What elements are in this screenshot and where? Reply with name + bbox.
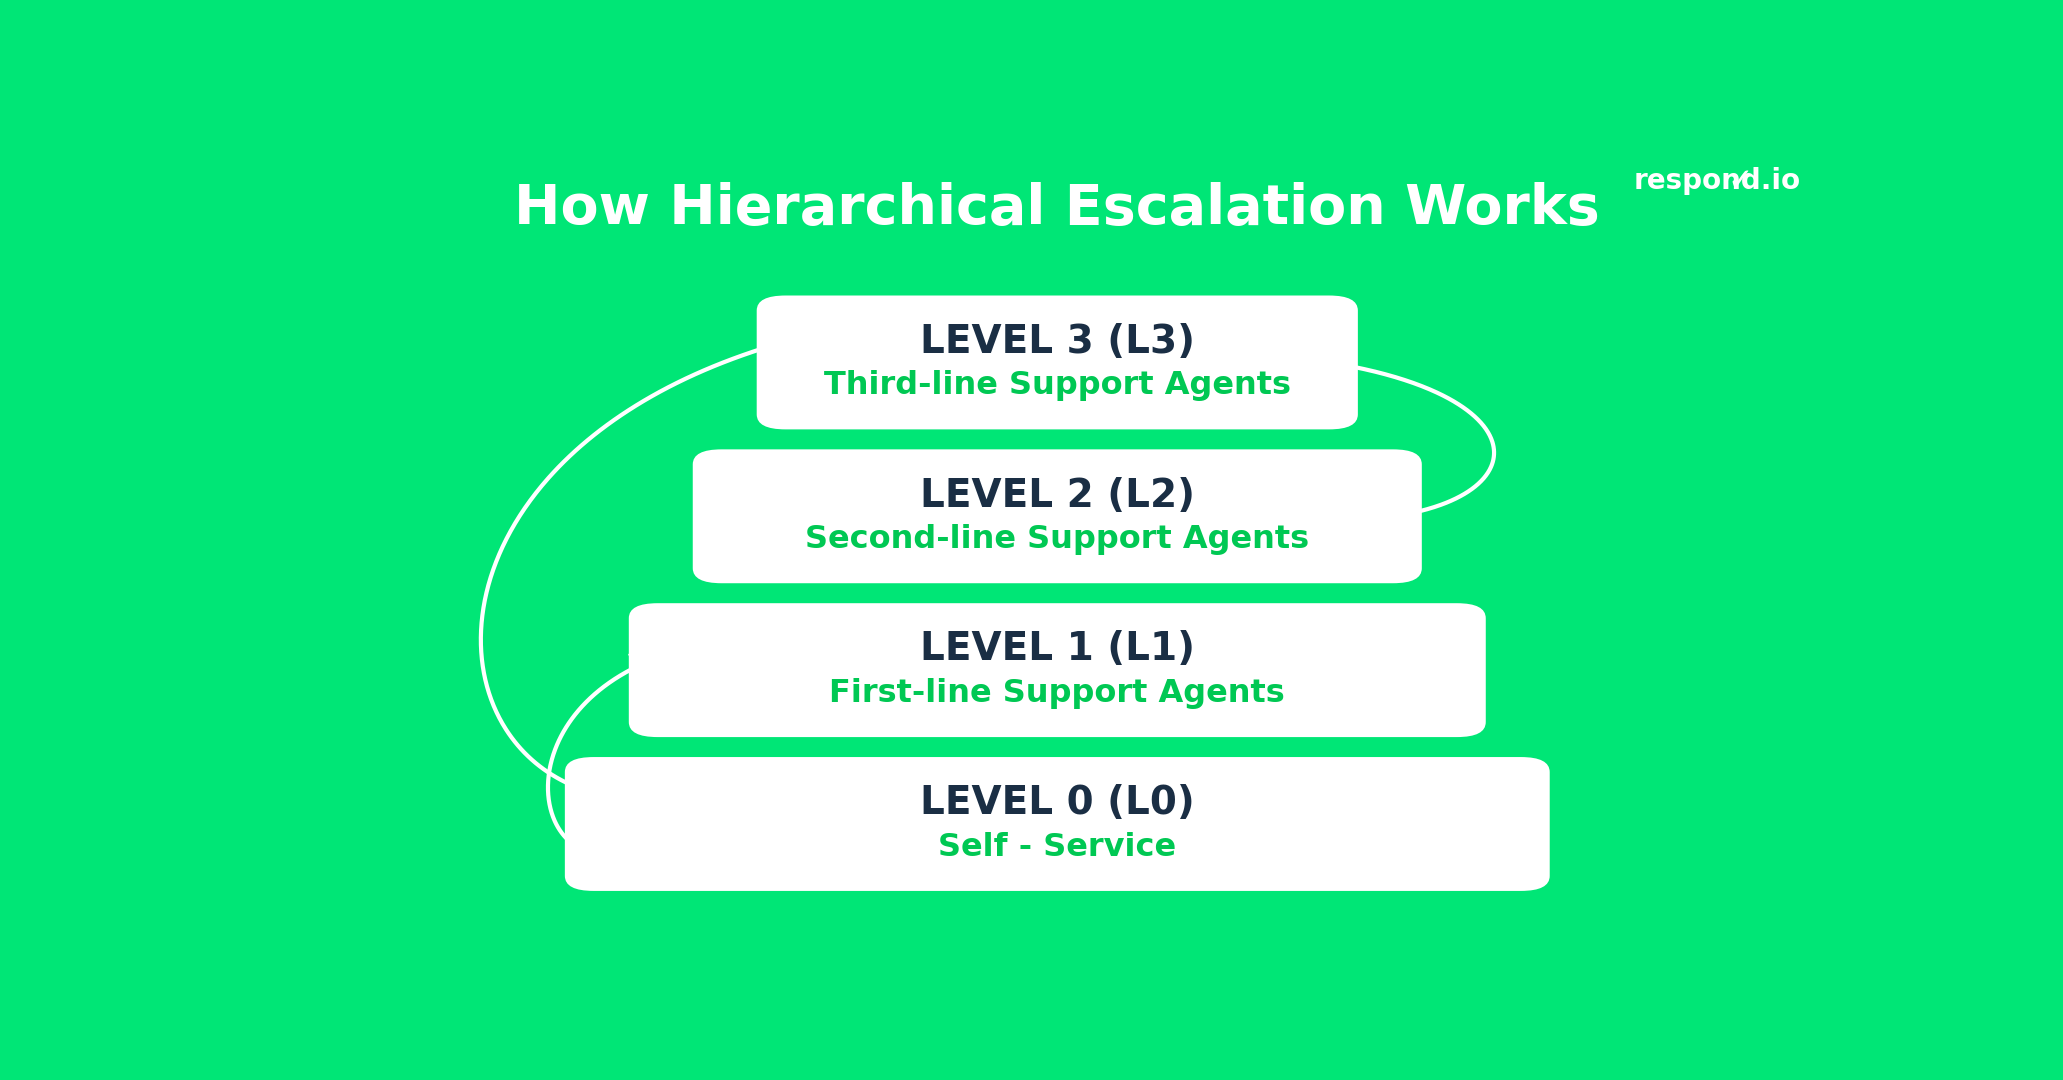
- Text: How Hierarchical Escalation Works: How Hierarchical Escalation Works: [514, 181, 1601, 235]
- FancyBboxPatch shape: [565, 757, 1549, 891]
- Text: Self - Service: Self - Service: [939, 832, 1176, 863]
- Text: First-line Support Agents: First-line Support Agents: [829, 678, 1285, 708]
- Polygon shape: [629, 654, 660, 669]
- Text: LEVEL 3 (L3): LEVEL 3 (L3): [920, 323, 1194, 361]
- Polygon shape: [759, 337, 790, 351]
- Text: LEVEL 2 (L2): LEVEL 2 (L2): [920, 476, 1194, 514]
- Text: respond.io: respond.io: [1634, 167, 1801, 195]
- FancyBboxPatch shape: [693, 449, 1421, 583]
- Polygon shape: [1388, 509, 1417, 524]
- Text: LEVEL 0 (L0): LEVEL 0 (L0): [920, 784, 1194, 822]
- FancyBboxPatch shape: [629, 604, 1485, 737]
- Text: LEVEL 1 (L1): LEVEL 1 (L1): [920, 631, 1194, 669]
- Text: ✓: ✓: [1727, 167, 1754, 197]
- Text: Third-line Support Agents: Third-line Support Agents: [823, 370, 1291, 402]
- Text: Second-line Support Agents: Second-line Support Agents: [805, 524, 1310, 555]
- FancyBboxPatch shape: [757, 296, 1357, 430]
